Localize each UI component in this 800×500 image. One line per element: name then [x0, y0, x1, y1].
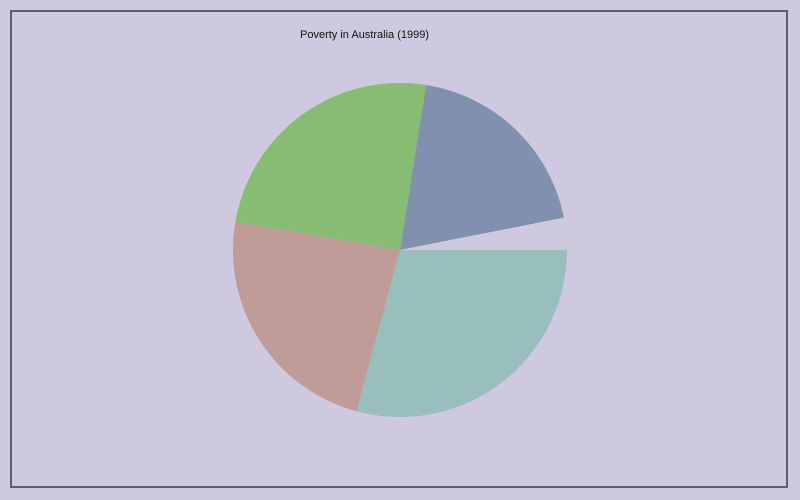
- pie-slice-5: [400, 217, 567, 250]
- pie-slice-3: [235, 83, 427, 250]
- pie-slice-4: [400, 85, 564, 250]
- pie-slice-1: [356, 250, 567, 418]
- chart-title: Poverty in Australia (1999): [300, 29, 430, 41]
- pie-slices: [233, 83, 567, 418]
- pie-slice-2: [233, 221, 400, 412]
- chart-frame: [10, 10, 788, 488]
